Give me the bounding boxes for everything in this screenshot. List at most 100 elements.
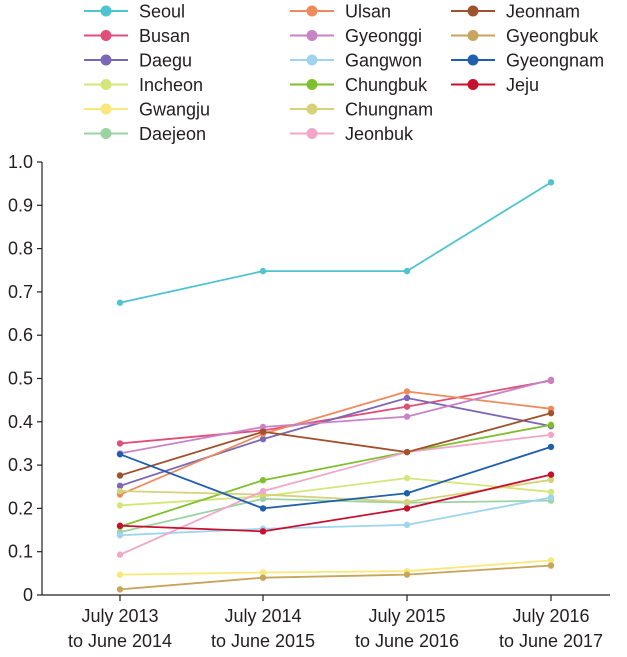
legend-item-gangwon: Gangwon (290, 51, 422, 71)
data-point-gangwon (116, 532, 124, 539)
legend-item-gwangju: Gwangju (84, 100, 210, 120)
x-tick-label: July 2015 to June 2016 (355, 606, 459, 651)
legend-swatch-marker (100, 54, 112, 66)
legend-swatch-marker (100, 79, 112, 90)
legend-swatch-marker (467, 5, 479, 17)
legend-swatch-marker (467, 79, 479, 90)
data-point-gwangju (259, 569, 267, 576)
series-line-incheon (119, 477, 552, 507)
series-jeonbuk (116, 431, 555, 558)
data-point-jeonbuk (547, 431, 555, 438)
x-tick-label: July 2016 to June 2017 (499, 606, 603, 651)
legend-swatch-marker (306, 30, 318, 41)
legend-swatch-marker (467, 30, 479, 41)
data-point-seoul (547, 179, 555, 186)
legend-item-seoul: Seoul (84, 2, 185, 22)
legend-label: Jeonbuk (345, 124, 414, 144)
data-point-gangwon (403, 521, 411, 529)
legend-label: Chungnam (345, 100, 433, 120)
legend-swatch-marker (306, 128, 318, 139)
data-point-gyeongnam (547, 443, 555, 451)
data-point-jeonbuk (259, 487, 267, 495)
legend-label: Ulsan (345, 2, 391, 22)
data-point-incheon (547, 488, 555, 496)
data-point-jeju (403, 505, 411, 512)
legend-item-gyeongnam: Gyeongnam (451, 51, 604, 71)
series-seoul (116, 179, 555, 306)
series-gyeonggi (116, 376, 555, 457)
legend-label: Gwangju (139, 100, 210, 120)
legend-label: Gyeongbuk (506, 26, 599, 46)
series-line-gyeongbuk (119, 564, 552, 591)
legend-label: Seoul (139, 2, 185, 22)
legend-item-gyeongbuk: Gyeongbuk (451, 26, 599, 46)
legend-label: Daejeon (139, 124, 206, 144)
legend-label: Daegu (139, 51, 192, 71)
legend-swatch-marker (306, 79, 318, 90)
legend-swatch-marker (100, 30, 112, 41)
legend-item-jeonnam: Jeonnam (451, 2, 580, 22)
series-gwangju (116, 557, 555, 578)
data-point-jeonnam (547, 409, 555, 417)
series-line-gwangju (119, 559, 552, 576)
series-gyeongbuk (116, 562, 555, 593)
data-point-jeju (547, 471, 555, 478)
series-line-jeju (119, 473, 552, 533)
data-point-gwangju (116, 571, 124, 578)
legend-item-ulsan: Ulsan (290, 2, 391, 22)
series-line-gyeonggi (119, 378, 552, 455)
data-point-jeju (259, 528, 267, 535)
data-point-chungnam (547, 476, 555, 484)
series-line-chungnam (119, 478, 552, 503)
data-point-seoul (259, 267, 267, 275)
legend-item-daejeon: Daejeon (84, 124, 206, 144)
legend-item-chungnam: Chungnam (290, 100, 433, 120)
legend-swatch-marker (306, 54, 318, 66)
data-point-gyeonggi (547, 376, 555, 383)
series-line-chungbuk (119, 423, 552, 528)
legend-label: Busan (139, 26, 190, 46)
data-point-jeju (116, 522, 124, 529)
series-lines (116, 179, 555, 593)
series-line-seoul (119, 181, 552, 304)
data-point-busan (403, 403, 411, 410)
data-point-jeonbuk (116, 551, 124, 558)
y-tick-label: 0.5 (8, 369, 33, 389)
x-tick-label: July 2014 to June 2015 (211, 606, 315, 651)
legend-item-daegu: Daegu (84, 51, 192, 71)
legend-swatch-marker (100, 128, 112, 139)
legend-swatch-marker (467, 54, 479, 66)
y-tick-label: 0.1 (8, 542, 33, 562)
legend-item-jeonbuk: Jeonbuk (290, 124, 414, 144)
data-point-gyeongnam (259, 505, 267, 512)
data-point-incheon (403, 474, 411, 482)
data-point-gyeongbuk (547, 562, 555, 569)
legend-swatch-marker (100, 103, 112, 115)
series-jeonnam (116, 409, 555, 479)
series-line-gyeongnam (119, 446, 552, 510)
data-point-chungbuk (259, 477, 267, 484)
series-line-jeonnam (119, 412, 552, 477)
data-point-gyeongnam (403, 490, 411, 497)
axes: 0 0.1 0.2 0.3 0.4 0.5 0.6 0.7 0.8 0.9 1.0 July 2013… (8, 152, 610, 651)
data-point-gyeonggi (259, 423, 267, 431)
series-line-gangwon (119, 496, 552, 537)
legend-label: Jeonnam (506, 2, 580, 22)
data-point-busan (116, 440, 124, 447)
legend-swatch-marker (306, 5, 318, 17)
legend-item-incheon: Incheon (84, 75, 203, 95)
y-tick-label: 0.3 (8, 455, 33, 475)
legend-label: Gyeongnam (506, 51, 604, 71)
data-point-incheon (116, 502, 124, 509)
series-line-daegu (119, 397, 552, 487)
y-tick-label: 0 (23, 585, 33, 605)
legend-item-busan: Busan (84, 26, 190, 46)
y-tick-label: 0.6 (8, 325, 33, 345)
legend-item-gyeonggi: Gyeonggi (290, 26, 422, 46)
series-jeju (116, 471, 555, 535)
legend-label: Jeju (506, 75, 539, 95)
data-point-jeonnam (259, 428, 267, 435)
legend-label: Chungbuk (345, 75, 428, 95)
